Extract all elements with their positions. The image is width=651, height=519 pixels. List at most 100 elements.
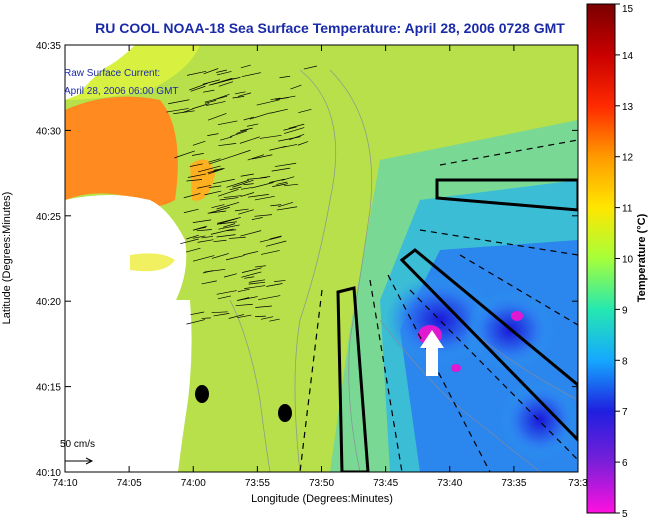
- current-vector: [213, 313, 230, 317]
- current-vector: [216, 71, 232, 76]
- current-vector: [211, 253, 229, 259]
- current-vector: [204, 268, 226, 273]
- y-tick-label: 40:20: [36, 297, 61, 308]
- current-vector: [182, 108, 194, 113]
- colorbar-tick-label: 15: [622, 4, 634, 15]
- y-tick-label: 40:15: [36, 383, 61, 394]
- current-vector: [255, 305, 272, 308]
- x-tick-label: 74:10: [52, 478, 77, 489]
- current-vector: [251, 217, 263, 220]
- current-vector: [203, 89, 215, 93]
- y-tick-label: 40:25: [36, 212, 61, 223]
- current-vector: [269, 318, 280, 322]
- current-vector: [247, 154, 265, 161]
- current-vector: [213, 239, 227, 243]
- current-vector: [259, 176, 271, 179]
- current-vector: [270, 97, 281, 101]
- current-vector: [271, 167, 291, 172]
- current-vector: [241, 72, 261, 78]
- current-vector: [201, 317, 211, 319]
- current-vector: [269, 145, 287, 151]
- current-vector: [208, 158, 221, 163]
- current-vector: [201, 280, 217, 285]
- current-vector: [186, 234, 199, 240]
- current-vector: [213, 168, 224, 171]
- x-tick-label: 74:00: [181, 478, 206, 489]
- current-vector: [240, 230, 262, 237]
- colorbar-tick-label: 10: [622, 255, 634, 266]
- current-vector: [258, 295, 281, 301]
- current-vector: [243, 251, 259, 256]
- current-vector: [208, 77, 233, 86]
- colorbar-tick-label: 7: [622, 407, 628, 418]
- current-vector: [254, 214, 273, 217]
- colorbar-tick-label: 12: [622, 153, 634, 164]
- current-vector: [283, 183, 299, 187]
- colorbar-tick-label: 6: [622, 458, 628, 469]
- current-vector: [229, 186, 242, 191]
- current-vector: [207, 210, 227, 214]
- current-vector: [249, 112, 271, 120]
- current-vector: [248, 279, 266, 283]
- current-vector: [212, 178, 235, 185]
- current-vector: [240, 64, 251, 69]
- current-vector: [269, 108, 288, 114]
- current-vector: [208, 156, 233, 165]
- current-vector: [241, 267, 262, 273]
- colorbar-tick-label: 14: [622, 51, 634, 62]
- location-arrow-marker: [420, 330, 444, 376]
- current-vector: [217, 188, 239, 197]
- current-vector: [276, 206, 298, 211]
- sst-field: [65, 45, 578, 472]
- current-vector: [243, 116, 255, 121]
- current-vector: [166, 108, 189, 113]
- current-vector: [235, 303, 253, 307]
- current-vector: [219, 221, 237, 225]
- current-vector: [240, 127, 253, 132]
- current-vector: [254, 265, 266, 268]
- current-vector: [225, 255, 245, 261]
- current-vector: [192, 235, 206, 239]
- current-vector: [207, 169, 218, 174]
- current-vector: [211, 204, 225, 209]
- current-vector: [174, 150, 195, 159]
- y-axis-label: Latitude (Degrees:Minutes): [1, 192, 13, 325]
- current-vector: [260, 316, 274, 320]
- current-vector: [208, 185, 222, 188]
- current-vector: [283, 126, 297, 131]
- current-vector: [232, 96, 245, 99]
- current-vector: [217, 295, 231, 300]
- scale-label: 50 cm/s: [60, 439, 95, 450]
- colorbar-tick-label: 8: [622, 356, 628, 367]
- current-vector: [183, 193, 201, 199]
- current-vector: [217, 120, 238, 126]
- current-vector: [186, 179, 203, 182]
- current-vector: [223, 273, 237, 278]
- current-vector: [201, 235, 213, 239]
- current-vector: [279, 75, 291, 79]
- current-vector: [190, 85, 206, 92]
- current-vector: [216, 290, 237, 295]
- current-vector: [278, 201, 294, 208]
- colorbar-tick-label: 5: [622, 509, 628, 519]
- current-vector: [203, 68, 219, 75]
- colorbar-label: Temperature (°C): [636, 213, 648, 302]
- current-vector: [248, 281, 266, 285]
- current-vector: [197, 239, 214, 243]
- current-vector: [218, 81, 234, 87]
- current-vector: [190, 311, 205, 316]
- colorbar: [586, 3, 616, 514]
- current-vector: [226, 229, 237, 232]
- current-vector: [192, 255, 215, 262]
- current-vector: [204, 100, 217, 104]
- current-vector: [229, 130, 247, 138]
- current-vector: [248, 194, 269, 198]
- current-vector: [234, 208, 249, 212]
- current-vector: [243, 183, 254, 186]
- current-vector: [240, 187, 252, 190]
- y-tick-label: 40:35: [36, 41, 61, 52]
- current-vector: [168, 99, 190, 105]
- current-vector: [197, 165, 221, 173]
- x-tick-label: 73:45: [373, 478, 398, 489]
- x-axis-label: Longitude (Degrees:Minutes): [251, 493, 393, 505]
